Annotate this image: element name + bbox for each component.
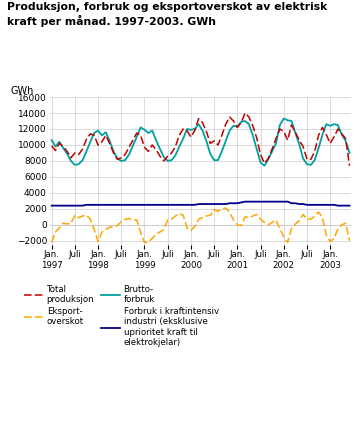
Legend: Total
produksjon, Eksport-
overskot, Brutto-
forbruk, Forbruk i kraftintensiv
in: Total produksjon, Eksport- overskot, Bru… [21,281,222,351]
Text: Produksjon, forbruk og eksportoverskot av elektrisk
kraft per månad. 1997-2003. : Produksjon, forbruk og eksportoverskot a… [7,2,327,27]
Text: GWh: GWh [11,86,34,95]
